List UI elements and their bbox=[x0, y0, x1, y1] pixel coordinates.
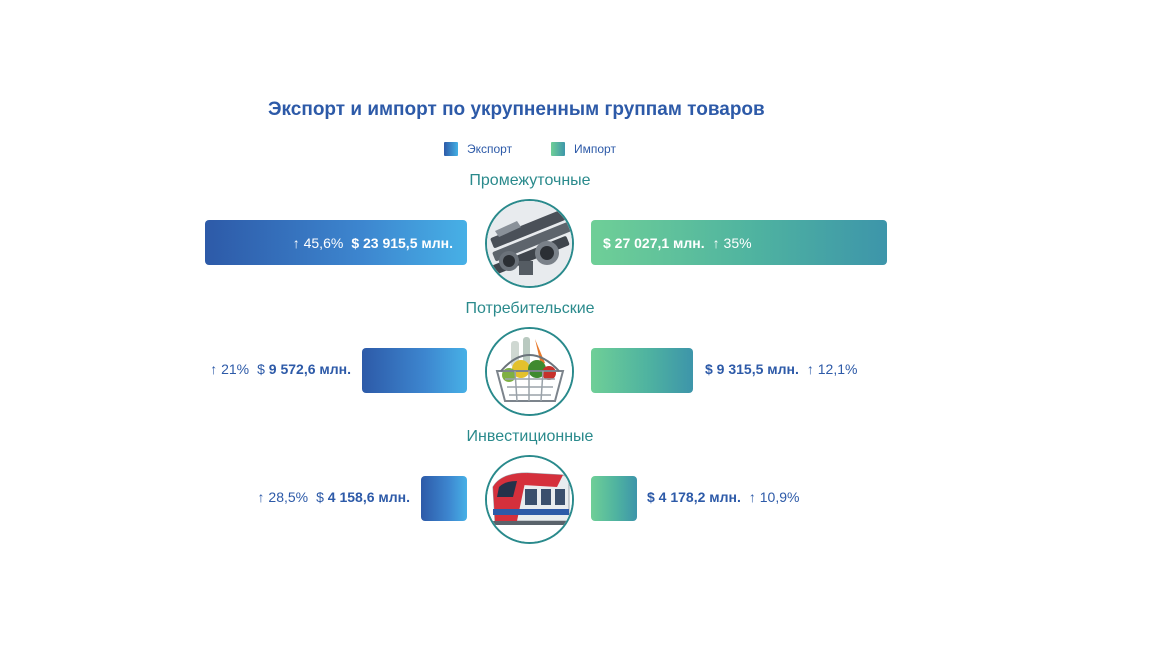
export-bar-intermediate-text: ↑ 45,6% $ 23 915,5 млн. bbox=[293, 220, 453, 265]
export-bar-consumer bbox=[362, 348, 467, 393]
export-label-investment: ↑ 28,5% $ 4 158,6 млн. bbox=[258, 488, 410, 506]
export-dollar-consumer: $ bbox=[257, 361, 265, 377]
import-bar-consumer bbox=[591, 348, 694, 393]
legend-swatch-import bbox=[551, 142, 565, 156]
export-bar-intermediate: ↑ 45,6% $ 23 915,5 млн. bbox=[205, 220, 467, 265]
export-dollar-investment: $ bbox=[316, 489, 324, 505]
legend-item-import: Импорт bbox=[551, 142, 616, 156]
export-value-intermediate: $ 23 915,5 млн. bbox=[351, 234, 453, 251]
legend-item-export: Экспорт bbox=[444, 142, 512, 156]
export-label-consumer: ↑ 21% $ 9 572,6 млн. bbox=[210, 360, 351, 378]
category-label-investment: Инвестиционные bbox=[466, 428, 594, 445]
export-growth-intermediate: ↑ 45,6% bbox=[292, 234, 344, 251]
legend-label-export: Экспорт bbox=[467, 142, 513, 156]
import-growth-consumer: ↑ 12,1% bbox=[806, 361, 858, 377]
legend-swatch-export bbox=[444, 142, 458, 156]
import-bar-investment bbox=[591, 476, 637, 521]
steel-pipes-icon bbox=[485, 199, 574, 288]
grocery-basket-icon bbox=[485, 327, 574, 416]
export-bar-investment bbox=[421, 476, 467, 521]
export-value-consumer: 9 572,6 млн. bbox=[268, 361, 351, 377]
category-label-consumer: Потребительские bbox=[465, 300, 595, 317]
import-value-consumer: $ 9 315,5 млн. bbox=[705, 361, 799, 377]
chart-title: Экспорт и импорт по укрупненным группам … bbox=[268, 99, 765, 120]
category-label-intermediate: Промежуточные bbox=[469, 172, 591, 189]
legend: Экспорт Импорт bbox=[0, 142, 1152, 160]
import-growth-intermediate: ↑ 35% bbox=[712, 234, 752, 251]
import-value-intermediate: $ 27 027,1 млн. bbox=[603, 234, 705, 251]
import-value-investment: $ 4 178,2 млн. bbox=[647, 489, 741, 505]
import-label-consumer: $ 9 315,5 млн. ↑ 12,1% bbox=[705, 360, 857, 378]
export-growth-investment: ↑ 28,5% bbox=[257, 489, 309, 505]
import-bar-intermediate-text: $ 27 027,1 млн. ↑ 35% bbox=[603, 220, 752, 265]
import-label-investment: $ 4 178,2 млн. ↑ 10,9% bbox=[647, 488, 799, 506]
legend-label-import: Импорт bbox=[574, 142, 616, 156]
export-growth-consumer: ↑ 21% bbox=[210, 361, 250, 377]
export-value-investment: 4 158,6 млн. bbox=[327, 489, 410, 505]
import-bar-intermediate: $ 27 027,1 млн. ↑ 35% bbox=[591, 220, 887, 265]
train-icon bbox=[485, 455, 574, 544]
import-growth-investment: ↑ 10,9% bbox=[748, 489, 800, 505]
